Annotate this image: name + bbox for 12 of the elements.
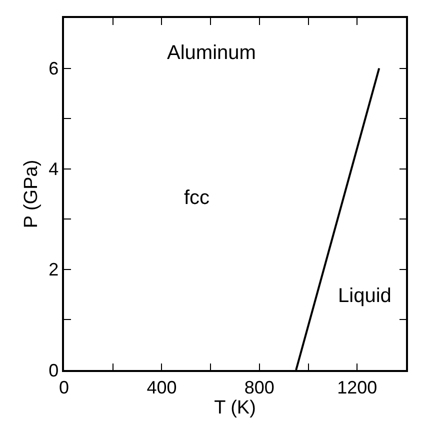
- annotation: Liquid: [338, 285, 392, 307]
- annotation: fcc: [184, 187, 210, 209]
- y-tick-label: 2: [48, 260, 59, 280]
- annotation: Aluminum: [167, 42, 256, 64]
- y-tick-label: 4: [48, 159, 59, 180]
- x-axis-title: T (K): [214, 397, 256, 418]
- y-axis-title: P (GPa): [20, 160, 42, 228]
- x-tick-label: 400: [146, 377, 177, 398]
- x-tick-label: 1200: [337, 377, 378, 398]
- y-tick-label: 0: [48, 360, 59, 380]
- y-tick-label: 6: [48, 58, 59, 79]
- x-tick-label: 800: [244, 377, 274, 398]
